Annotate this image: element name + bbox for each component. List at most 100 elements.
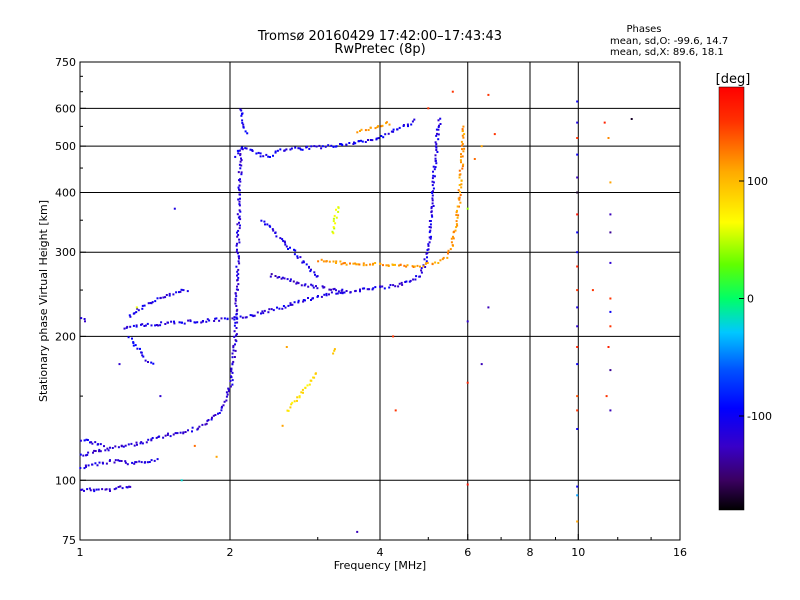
y-tick-label: 75 — [62, 534, 76, 547]
echo-dot — [234, 302, 237, 305]
echo-dot — [289, 278, 292, 281]
echo-dot — [236, 317, 239, 320]
echo-dot — [132, 342, 135, 344]
echo-dot — [235, 309, 238, 312]
echo-dot — [237, 198, 240, 201]
echo-dot — [321, 145, 324, 148]
echo-dot — [333, 227, 336, 230]
echo-dot — [455, 220, 458, 223]
echo-dot — [278, 307, 281, 310]
echo-dot — [425, 260, 428, 263]
echo-dot — [204, 423, 207, 426]
echo-dot — [345, 143, 348, 146]
echo-dot — [362, 262, 365, 265]
echo-dot — [227, 387, 230, 390]
echo-dot — [355, 263, 358, 266]
echo-dot — [406, 264, 409, 267]
echo-dot — [159, 297, 162, 300]
echo-dot — [390, 130, 393, 133]
echo-dot — [332, 217, 335, 220]
echo-dot — [233, 318, 236, 321]
echo-dot — [456, 216, 459, 219]
echo-trace — [260, 219, 319, 278]
echo-dot — [437, 126, 440, 128]
echo-dot — [238, 241, 241, 244]
echo-point — [576, 520, 579, 523]
echo-dot — [213, 320, 216, 322]
echo-dot — [167, 432, 169, 435]
echo-point — [173, 207, 176, 210]
axis-ticks: 1 2 4 6 8 10 16 75 100 200 300 400 500 600 750 — [55, 56, 687, 559]
echo-dot — [399, 263, 402, 266]
echo-dot — [150, 324, 153, 327]
echo-dot — [117, 446, 120, 449]
echo-dot — [349, 291, 352, 294]
echo-dot — [237, 255, 240, 258]
echo-dot — [377, 125, 380, 128]
echo-dot — [231, 352, 234, 355]
echo-dot — [435, 143, 438, 146]
echo-dot — [332, 260, 335, 263]
echo-dot — [369, 126, 372, 129]
echo-dot — [432, 187, 435, 190]
echo-dot — [402, 124, 405, 126]
echo-dot — [236, 279, 239, 281]
echo-dot — [287, 248, 289, 250]
echo-dot — [304, 386, 307, 389]
echo-dot — [385, 121, 388, 124]
echo-dot — [432, 190, 434, 193]
echo-trace — [123, 117, 442, 330]
echo-dot — [372, 287, 375, 290]
echo-dot — [405, 280, 408, 283]
echo-dot — [236, 235, 239, 238]
echo-dot — [431, 180, 434, 183]
echo-dot — [233, 356, 236, 358]
echo-dot — [409, 279, 412, 282]
echo-point — [135, 306, 138, 309]
echo-dot — [433, 175, 436, 178]
echo-dot — [397, 285, 400, 288]
echo-dot — [352, 262, 355, 265]
echo-dot — [435, 162, 438, 165]
echo-dot — [349, 262, 351, 265]
echo-dot — [358, 140, 360, 143]
echo-dot — [310, 268, 312, 271]
echo-dot — [194, 321, 197, 324]
echo-dot — [462, 136, 465, 139]
echo-dot — [231, 379, 234, 382]
echo-point — [576, 306, 579, 309]
echo-dot — [310, 299, 312, 301]
echo-dot — [238, 163, 241, 166]
echo-trace — [269, 273, 344, 293]
echo-dot — [233, 316, 236, 319]
echo-dot — [91, 442, 94, 445]
echo-dot — [239, 154, 242, 157]
y-tick-label: 750 — [55, 56, 76, 69]
echo-dot — [434, 159, 437, 162]
echo-dot — [275, 235, 278, 238]
echo-trace — [79, 438, 105, 448]
echo-dot — [184, 431, 187, 433]
echo-dot — [290, 403, 293, 406]
echo-dot — [79, 467, 82, 469]
echo-dot — [279, 237, 282, 240]
echo-dot — [232, 346, 235, 349]
echo-dot — [447, 251, 449, 254]
echo-dot — [430, 214, 433, 217]
echo-dot — [335, 262, 337, 264]
echo-dot — [271, 228, 274, 231]
echo-dot — [382, 136, 385, 139]
echo-dot — [83, 318, 86, 320]
echo-dot — [223, 400, 226, 403]
echo-dot — [289, 148, 292, 151]
echo-dot — [363, 287, 366, 290]
echo-dot — [263, 309, 266, 312]
echo-point — [603, 121, 606, 124]
echo-point — [487, 93, 490, 96]
echo-dot — [430, 207, 433, 210]
echo-dot — [337, 290, 340, 293]
echo-point — [180, 479, 183, 482]
echo-dot — [235, 295, 238, 298]
echo-dot — [317, 260, 320, 263]
echo-dot — [311, 284, 314, 287]
